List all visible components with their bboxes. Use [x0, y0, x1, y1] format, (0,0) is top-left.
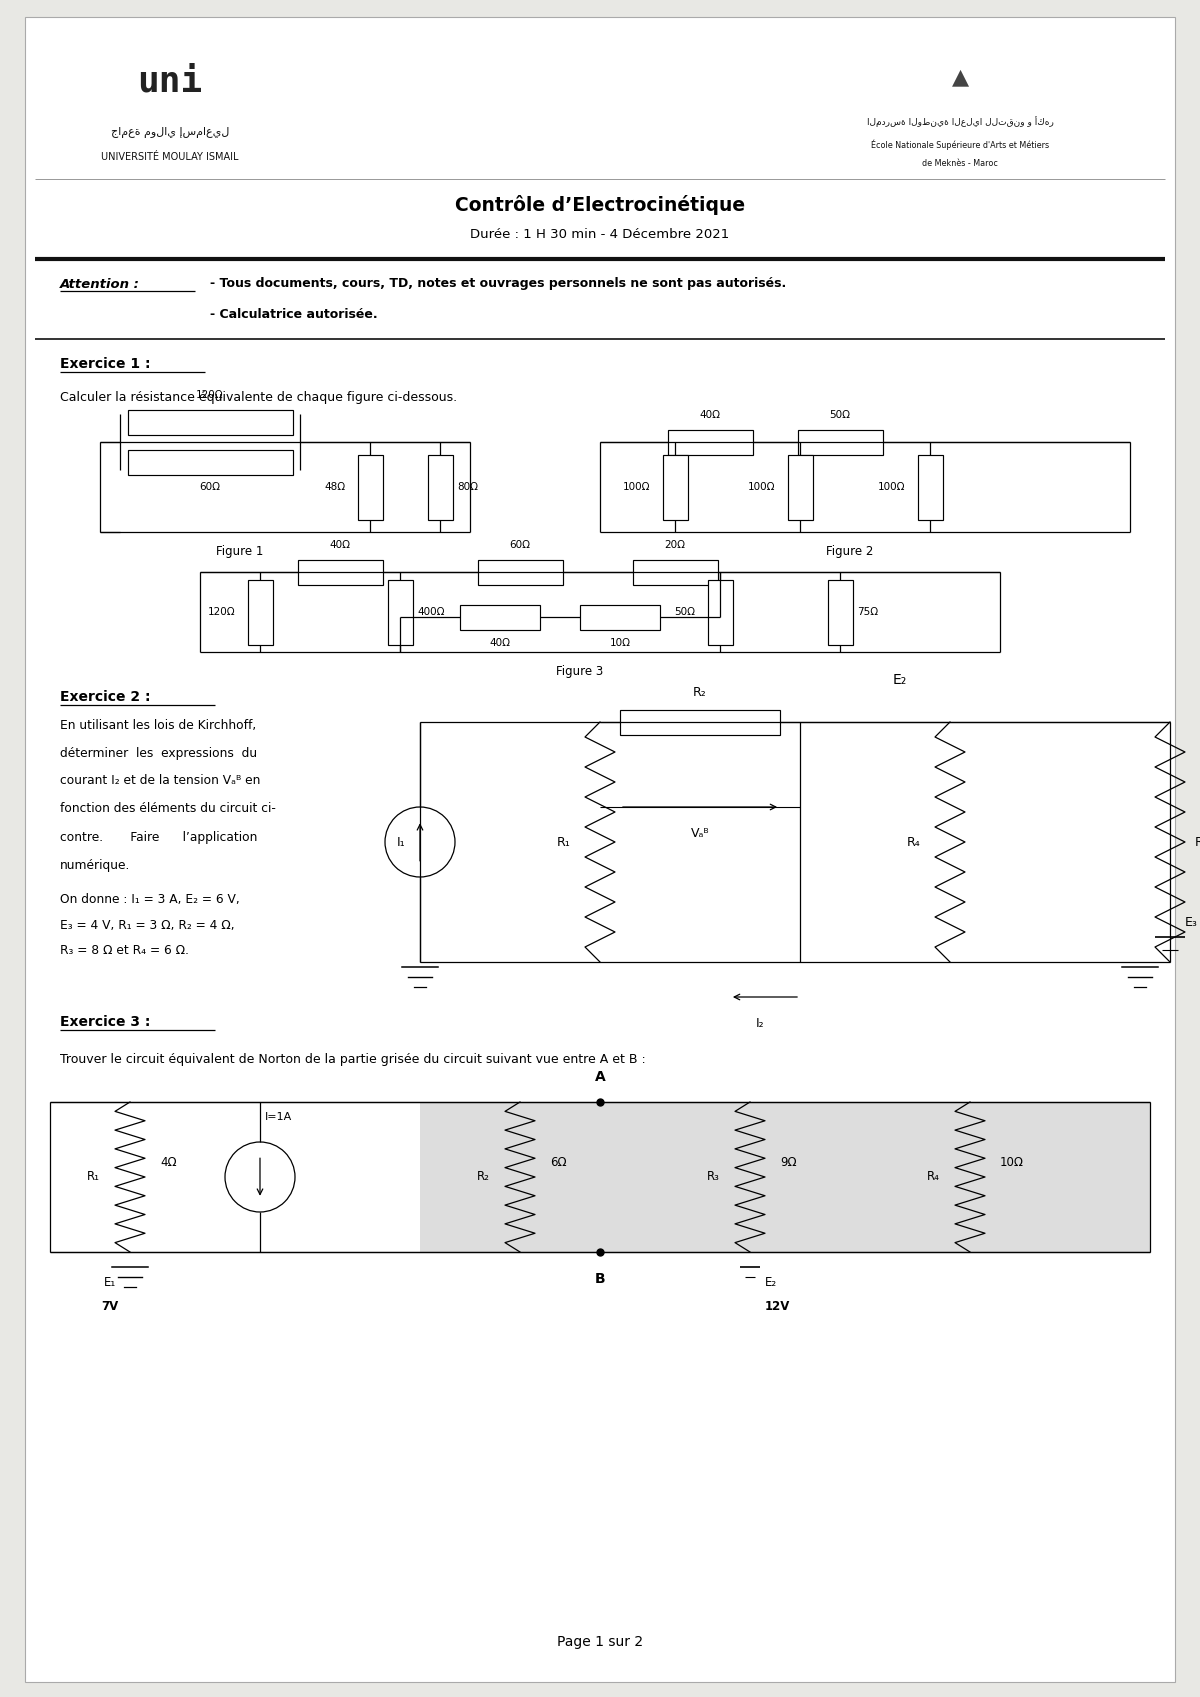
- Text: Vₐᴮ: Vₐᴮ: [691, 826, 709, 840]
- Text: Exercice 2 :: Exercice 2 :: [60, 691, 150, 704]
- Text: E₃: E₃: [1186, 915, 1198, 928]
- Text: Exercice 3 :: Exercice 3 :: [60, 1015, 150, 1028]
- Bar: [127, 450, 293, 475]
- Text: E₂: E₂: [766, 1276, 778, 1288]
- Text: R₃: R₃: [707, 1171, 720, 1183]
- Text: 6Ω: 6Ω: [550, 1156, 566, 1169]
- Text: 60Ω: 60Ω: [510, 540, 530, 550]
- Text: On donne : I₁ = 3 A, E₂ = 6 V,: On donne : I₁ = 3 A, E₂ = 6 V,: [60, 893, 240, 906]
- Bar: [662, 455, 688, 519]
- Text: Page 1 sur 2: Page 1 sur 2: [557, 1634, 643, 1649]
- Text: E₂: E₂: [893, 674, 907, 687]
- Text: E₃ = 4 V, R₁ = 3 Ω, R₂ = 4 Ω,: E₃ = 4 V, R₁ = 3 Ω, R₂ = 4 Ω,: [60, 918, 235, 932]
- Text: 7V: 7V: [101, 1300, 119, 1313]
- Text: I₂: I₂: [756, 1017, 764, 1030]
- Text: E₁: E₁: [104, 1276, 116, 1288]
- Text: R₁: R₁: [88, 1171, 100, 1183]
- Bar: [420, 1101, 1150, 1252]
- Text: جامعة مولاي إسماعيل: جامعة مولاي إسماعيل: [110, 127, 229, 137]
- Text: 12V: 12V: [766, 1300, 791, 1313]
- Text: Durée : 1 H 30 min - 4 Décembre 2021: Durée : 1 H 30 min - 4 Décembre 2021: [470, 227, 730, 241]
- Text: - Calculatrice autorisée.: - Calculatrice autorisée.: [210, 307, 378, 321]
- Text: 20Ω: 20Ω: [665, 540, 685, 550]
- Text: A: A: [595, 1071, 605, 1084]
- Text: 75Ω: 75Ω: [858, 608, 878, 618]
- Text: R₃ = 8 Ω et R₄ = 6 Ω.: R₃ = 8 Ω et R₄ = 6 Ω.: [60, 945, 190, 957]
- Text: Contrôle d’Electrocinétique: Contrôle d’Electrocinétique: [455, 195, 745, 216]
- Text: Figure 3: Figure 3: [557, 665, 604, 679]
- Text: 48Ω: 48Ω: [324, 482, 346, 492]
- Bar: [358, 455, 383, 519]
- Bar: [247, 579, 272, 645]
- Text: 40Ω: 40Ω: [330, 540, 350, 550]
- Text: uni: uni: [137, 64, 203, 98]
- Text: 9Ω: 9Ω: [780, 1156, 797, 1169]
- Text: 4Ω: 4Ω: [160, 1156, 176, 1169]
- Text: 40Ω: 40Ω: [490, 638, 510, 648]
- Text: déterminer  les  expressions  du: déterminer les expressions du: [60, 747, 257, 760]
- Text: UNIVERSITÉ MOULAY ISMAIL: UNIVERSITÉ MOULAY ISMAIL: [101, 153, 239, 161]
- Text: R₃: R₃: [1195, 835, 1200, 848]
- Bar: [127, 409, 293, 434]
- Bar: [620, 709, 780, 735]
- Bar: [427, 455, 452, 519]
- Text: R₂: R₂: [478, 1171, 490, 1183]
- Bar: [478, 560, 563, 584]
- Text: Figure 1: Figure 1: [216, 545, 264, 558]
- Bar: [632, 560, 718, 584]
- Text: R₁: R₁: [557, 835, 570, 848]
- Text: 100Ω: 100Ω: [878, 482, 906, 492]
- Text: I₁: I₁: [396, 835, 406, 848]
- Text: I=1A: I=1A: [265, 1112, 293, 1122]
- Text: de Meknès - Maroc: de Meknès - Maroc: [922, 160, 998, 168]
- Bar: [787, 455, 812, 519]
- Text: R₂: R₂: [694, 687, 707, 699]
- Text: B: B: [595, 1273, 605, 1286]
- Bar: [798, 429, 882, 455]
- Bar: [828, 579, 852, 645]
- Text: 100Ω: 100Ω: [748, 482, 775, 492]
- Text: École Nationale Supérieure d'Arts et Métiers: École Nationale Supérieure d'Arts et Mét…: [871, 139, 1049, 151]
- Bar: [460, 604, 540, 630]
- Text: En utilisant les lois de Kirchhoff,: En utilisant les lois de Kirchhoff,: [60, 718, 257, 731]
- Text: contre.       Faire      l’application: contre. Faire l’application: [60, 830, 257, 843]
- Text: ▲: ▲: [952, 66, 968, 87]
- Text: R₄: R₄: [906, 835, 920, 848]
- Bar: [667, 429, 752, 455]
- Text: 120Ω: 120Ω: [196, 390, 224, 399]
- Text: Attention :: Attention :: [60, 278, 140, 290]
- Bar: [580, 604, 660, 630]
- Bar: [388, 579, 413, 645]
- Text: 10Ω: 10Ω: [610, 638, 630, 648]
- Text: 60Ω: 60Ω: [199, 482, 221, 492]
- Text: 50Ω: 50Ω: [674, 608, 696, 618]
- Text: fonction des éléments du circuit ci-: fonction des éléments du circuit ci-: [60, 803, 276, 816]
- Text: 100Ω: 100Ω: [623, 482, 650, 492]
- Text: Exercice 1 :: Exercice 1 :: [60, 356, 150, 372]
- Bar: [298, 560, 383, 584]
- Text: 40Ω: 40Ω: [700, 409, 720, 419]
- Text: 120Ω: 120Ω: [208, 608, 235, 618]
- Text: - Tous documents, cours, TD, notes et ouvrages personnels ne sont pas autorisés.: - Tous documents, cours, TD, notes et ou…: [210, 278, 786, 290]
- Text: 80Ω: 80Ω: [457, 482, 479, 492]
- Text: المدرسة الوطنية العليا للتقنو و أكهر: المدرسة الوطنية العليا للتقنو و أكهر: [866, 117, 1054, 127]
- Bar: [918, 455, 942, 519]
- Text: 10Ω: 10Ω: [1000, 1156, 1024, 1169]
- Text: R₄: R₄: [928, 1171, 940, 1183]
- Text: 400Ω: 400Ω: [418, 608, 445, 618]
- Text: courant I₂ et de la tension Vₐᴮ en: courant I₂ et de la tension Vₐᴮ en: [60, 774, 260, 787]
- Text: 50Ω: 50Ω: [829, 409, 851, 419]
- Text: Calculer la résistance équivalente de chaque figure ci-dessous.: Calculer la résistance équivalente de ch…: [60, 390, 457, 404]
- Text: Trouver le circuit équivalent de Norton de la partie grisée du circuit suivant v: Trouver le circuit équivalent de Norton …: [60, 1052, 646, 1066]
- Text: Figure 2: Figure 2: [827, 545, 874, 558]
- Text: numérique.: numérique.: [60, 859, 131, 872]
- Bar: [708, 579, 732, 645]
